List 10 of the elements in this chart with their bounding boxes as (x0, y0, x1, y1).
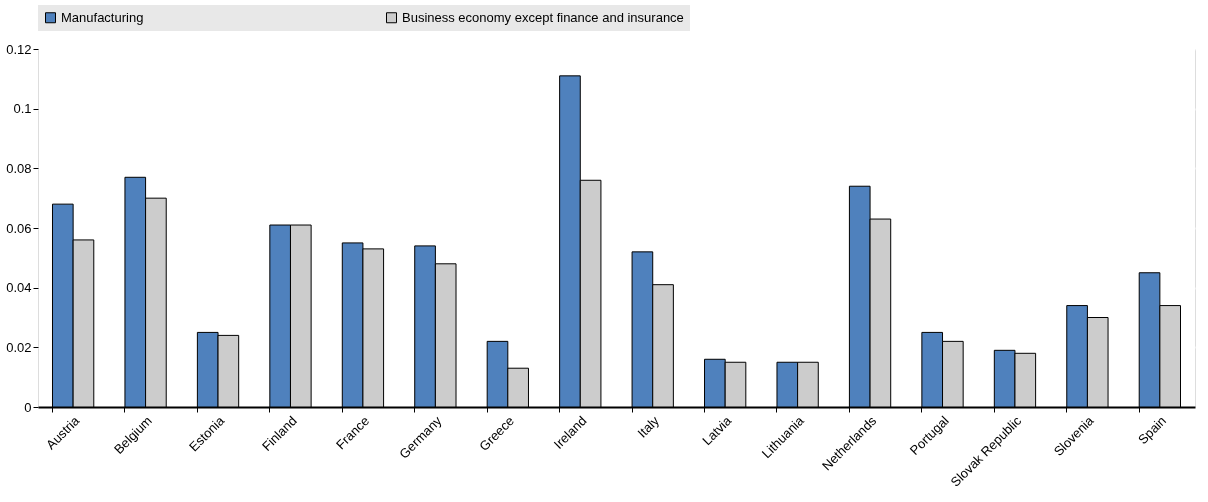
legend-label: Business economy except finance and insurance (402, 9, 684, 25)
y-tick-label: 0.12 (6, 41, 32, 57)
x-tick-label: Italy (634, 412, 663, 441)
y-tick-label: 0.08 (6, 160, 32, 176)
y-tick-label: 0.06 (6, 220, 32, 236)
y-tick-label: 0.02 (6, 339, 32, 355)
y-tick-label: 0.04 (6, 280, 32, 296)
y-tick-label: 0 (24, 399, 32, 415)
y-tick-label: 0.1 (13, 101, 32, 117)
legend-label: Manufacturing (61, 9, 144, 25)
